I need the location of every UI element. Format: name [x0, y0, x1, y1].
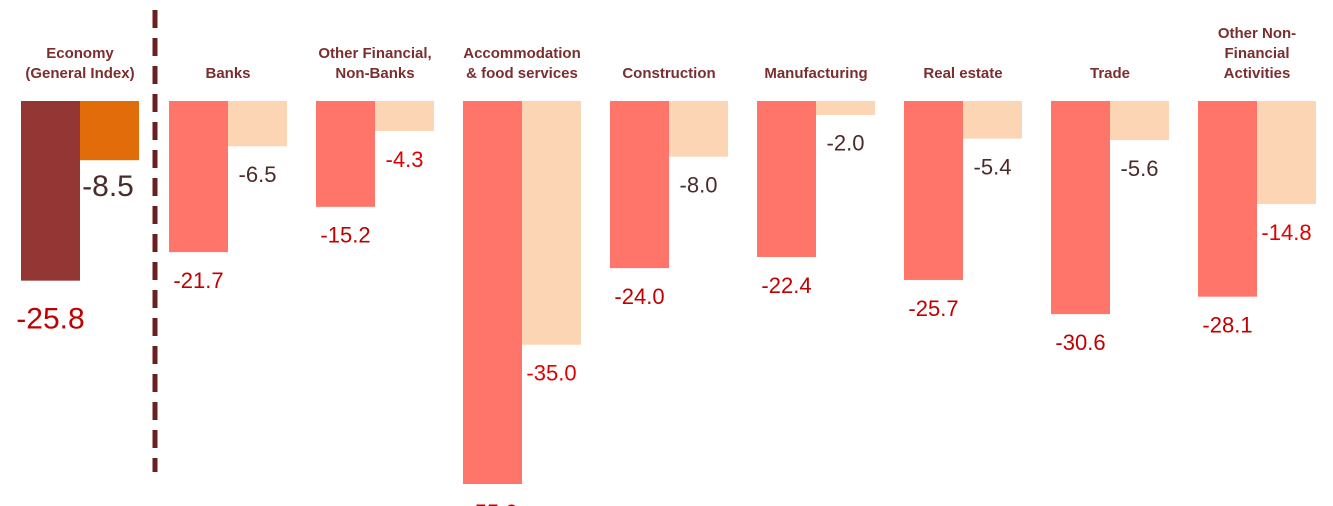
category-label: Non-Banks	[335, 65, 414, 82]
category-label: Other Non-	[1218, 25, 1296, 42]
value-label: -21.7	[173, 268, 223, 293]
bar	[375, 101, 434, 131]
bar	[1110, 101, 1169, 140]
category-label: Trade	[1090, 65, 1130, 82]
bar	[1198, 101, 1257, 297]
value-label: -14.8	[1261, 220, 1311, 245]
bar	[757, 101, 816, 257]
category-label: Real estate	[923, 65, 1002, 82]
bar	[522, 101, 581, 345]
bar	[1257, 101, 1316, 205]
value-label: -2.0	[827, 131, 865, 156]
value-label: -28.1	[1202, 312, 1252, 337]
bar	[169, 101, 228, 253]
value-label: -6.5	[239, 162, 277, 187]
category-label: Other Financial,	[318, 45, 431, 62]
category-label: Construction	[622, 65, 715, 82]
value-label: -5.6	[1121, 156, 1159, 181]
category-label: & food services	[466, 65, 578, 82]
bar	[21, 101, 80, 281]
category-label: Activities	[1224, 65, 1291, 82]
value-label: -8.0	[680, 173, 718, 198]
value-label: -25.7	[908, 296, 958, 321]
category-label: Economy	[46, 45, 114, 62]
value-label: -30.6	[1055, 330, 1105, 355]
category-label: Manufacturing	[764, 65, 867, 82]
bar	[610, 101, 669, 269]
value-label: -22.4	[761, 273, 811, 298]
category-label: Banks	[205, 65, 250, 82]
category-label: (General Index)	[25, 65, 134, 82]
value-label: -25.8	[16, 303, 84, 336]
value-label: -35.0	[526, 361, 576, 386]
value-label: -5.4	[974, 154, 1012, 179]
bar	[816, 101, 875, 115]
bar	[963, 101, 1022, 139]
value-label: -8.5	[82, 170, 134, 203]
bar	[904, 101, 963, 280]
value-label: -4.3	[386, 147, 424, 172]
category-label: Financial	[1224, 45, 1289, 62]
bar	[80, 101, 139, 161]
bar	[316, 101, 375, 207]
bar	[669, 101, 728, 157]
value-label: -15.2	[320, 223, 370, 248]
bar	[463, 101, 522, 484]
value-label: -24.0	[614, 284, 664, 309]
bar	[228, 101, 287, 147]
value-label: -55.0	[467, 500, 517, 506]
category-label: Accommodation	[463, 45, 581, 62]
bar	[1051, 101, 1110, 315]
